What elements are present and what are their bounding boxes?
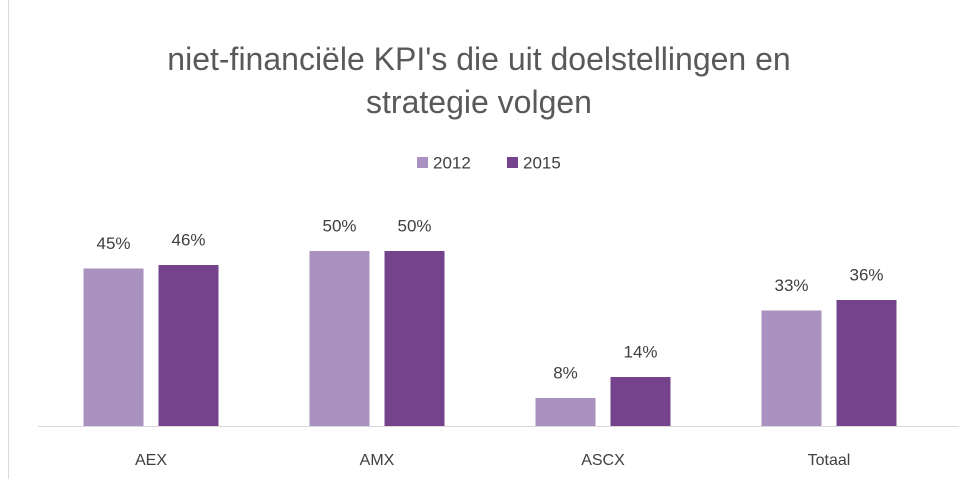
legend-label: 2012 <box>433 153 471 172</box>
x-tick-label: Totaal <box>808 452 851 469</box>
data-label: 36% <box>849 265 883 284</box>
x-tick-label: AMX <box>360 452 395 469</box>
bar <box>309 251 370 426</box>
bar <box>83 268 144 426</box>
legend-swatch <box>417 157 428 168</box>
x-tick-label: AEX <box>135 452 167 469</box>
data-label: 46% <box>171 230 205 249</box>
legend-label: 2015 <box>523 153 561 172</box>
data-label: 50% <box>397 216 431 235</box>
bar <box>158 265 219 426</box>
data-label: 33% <box>774 276 808 295</box>
data-label: 50% <box>322 216 356 235</box>
chart-title: niet-financiële KPI's die uit doelstelli… <box>167 41 791 120</box>
x-tick-label: ASCX <box>581 452 625 469</box>
legend-swatch <box>507 157 518 168</box>
bar <box>761 310 822 426</box>
bar <box>836 300 897 426</box>
bar <box>535 398 596 426</box>
data-label: 45% <box>96 234 130 253</box>
chart-border <box>8 0 9 479</box>
bar <box>384 251 445 426</box>
bar <box>610 377 671 426</box>
data-label: 8% <box>553 363 578 382</box>
data-label: 14% <box>623 342 657 361</box>
